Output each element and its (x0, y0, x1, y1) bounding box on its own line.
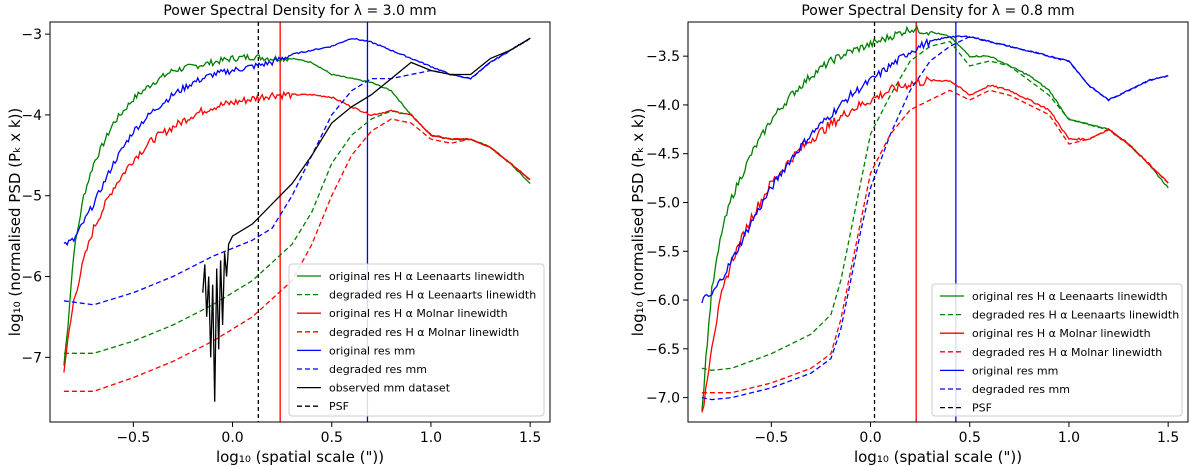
series-line-2 (63, 110, 531, 354)
legend-label: original res H α Molnar linewidth (972, 327, 1151, 340)
legend-box (931, 283, 1183, 417)
axes-frame (49, 21, 551, 423)
axes-frame (687, 21, 1189, 423)
x-tick-label: 1.0 (1058, 430, 1080, 446)
legend: original res H α Leenaarts linewidth degr… (931, 283, 1183, 417)
x-tick-label: −0.5 (754, 430, 788, 446)
y-axis-label: log₁₀ (normalised PSD (Pₖ x k)) (629, 108, 647, 337)
chart-panel-1: −0.5 0.0 0.5 1.0 1.5 −7 −6 −5 −4 −3 Power Spectral… (6, 3, 551, 466)
legend-label: original res H α Molnar linewidth (329, 307, 508, 320)
x-axis-label: log₁₀ (spatial scale (")) (216, 448, 384, 466)
legend-label: degraded res mm (329, 363, 427, 376)
legend-label: PSF (972, 402, 992, 415)
chart-title: Power Spectral Density for λ = 3.0 mm (163, 3, 436, 19)
legend-label: degraded res H α Leenaarts linewidth (329, 289, 536, 302)
x-axis-label: log₁₀ (spatial scale (")) (854, 448, 1022, 466)
y-tick-label: −6.0 (646, 293, 680, 309)
legend-label: PSF (329, 400, 349, 413)
x-tick-label: 0.5 (959, 430, 981, 446)
legend-label: degraded res H α Leenaarts linewidth (972, 309, 1179, 322)
series-line-5 (701, 35, 1169, 304)
plot-area (701, 24, 1169, 413)
y-tick-label: −6 (21, 270, 42, 286)
legend-label: original res H α Leenaarts linewidth (972, 290, 1168, 303)
legend-label: degraded res H α Molnar linewidth (972, 346, 1162, 359)
plot-area (63, 37, 531, 402)
y-tick-label: −5.0 (646, 195, 680, 211)
y-tick-label: −3.5 (646, 49, 680, 65)
y-tick-label: −3 (21, 27, 42, 43)
x-tick-label: 1.0 (420, 430, 442, 446)
x-tick-label: 0.5 (321, 430, 343, 446)
legend-label: observed mm dataset (329, 382, 451, 395)
x-tick-label: −0.5 (116, 430, 150, 446)
legend-label: degraded res H α Molnar linewidth (329, 326, 519, 339)
series-line-6 (701, 35, 1169, 401)
y-tick-label: −4 (21, 108, 42, 124)
x-tick-label: 1.5 (1157, 430, 1179, 446)
series-line-7 (202, 37, 531, 402)
y-tick-label: −7.0 (646, 391, 680, 407)
y-axis-label: log₁₀ (normalised PSD (Pₖ x k)) (6, 108, 24, 337)
y-tick-label: −4.5 (646, 147, 680, 163)
legend-label: degraded res mm (972, 383, 1070, 396)
legend-label: original res mm (972, 364, 1058, 377)
legend: original res H α Leenaarts linewidth degr… (288, 263, 545, 417)
series-line-4 (63, 118, 531, 392)
legend-label: original res mm (329, 344, 415, 357)
legend-label: original res H α Leenaarts linewidth (329, 270, 525, 283)
series-line-3 (63, 90, 531, 373)
y-tick-label: −5.5 (646, 244, 680, 260)
chart-panel-2: −0.5 0.0 0.5 1.0 1.5 −7.0 −6.5 −6.0 −5.5 −5.0 −4.5… (629, 3, 1189, 466)
y-tick-label: −6.5 (646, 342, 680, 358)
y-tick-label: −5 (21, 189, 42, 205)
x-tick-label: 0.0 (221, 430, 243, 446)
y-tick-label: −4.0 (646, 98, 680, 114)
legend-box (288, 263, 545, 417)
series-line-2 (701, 40, 1169, 371)
y-tick-label: −7 (21, 350, 42, 366)
series-line-4 (701, 89, 1169, 394)
x-tick-label: 1.5 (519, 430, 541, 446)
x-tick-label: 0.0 (859, 430, 881, 446)
chart-title: Power Spectral Density for λ = 0.8 mm (801, 3, 1074, 19)
series-line-6 (63, 37, 531, 306)
